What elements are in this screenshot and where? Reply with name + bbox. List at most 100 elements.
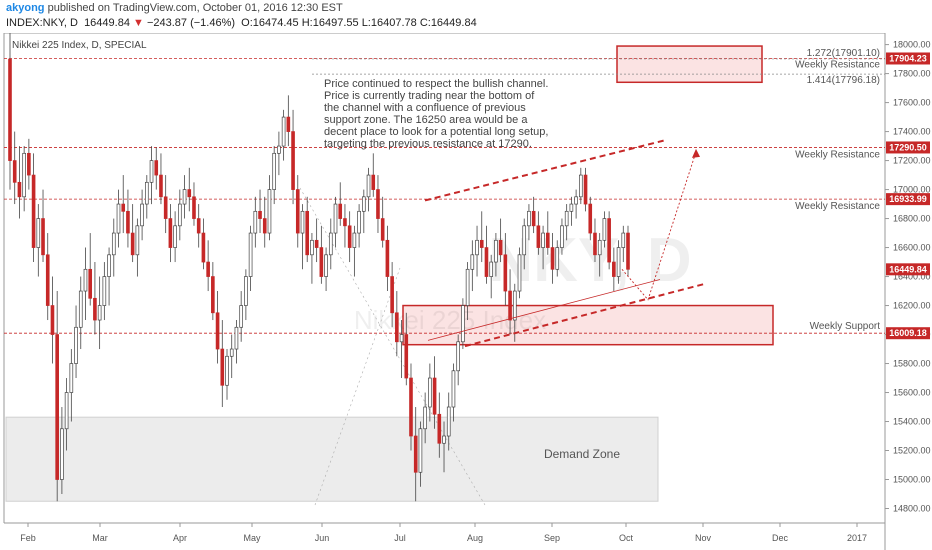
candle-body-40: [196, 218, 201, 234]
candle-body-87: [418, 428, 423, 473]
channel-upper-line: [424, 139, 666, 202]
candle-body-17: [88, 268, 93, 299]
candle-body-120: [574, 196, 578, 205]
level-lines: [4, 58, 885, 334]
candle-body-78: [376, 189, 380, 219]
candle-body-83: [399, 334, 404, 343]
channel-lower-line: [464, 282, 706, 348]
price-tag-bg-3: [886, 263, 930, 276]
candle-body-69: [333, 203, 338, 234]
candle-body-71: [343, 218, 347, 227]
y-tick-label-7: 16200.00: [893, 301, 931, 311]
candle-body-117: [560, 225, 564, 248]
price-tag-bg-4: [886, 327, 930, 340]
candle-body-25: [126, 210, 130, 234]
y-tick-label-10: 16800.00: [893, 214, 931, 224]
x-tick-label-9: Nov: [695, 533, 712, 543]
candle-body-6: [36, 218, 41, 248]
channel-inner-line: [427, 279, 661, 341]
publish-line: akyong published on TradingView.com, Oct…: [6, 2, 343, 14]
y-tick-label-14: 17600.00: [893, 98, 931, 108]
candle-body-82: [395, 312, 399, 343]
candle-body-58: [281, 116, 286, 147]
time-axis[interactable]: Feb Mar Apr May Jun Jul Aug Sep Oct Nov Dec 2017: [20, 523, 867, 543]
candle-body-50: [244, 276, 248, 306]
candle-body-118: [564, 210, 569, 227]
target-zone: [616, 45, 763, 84]
y-tick-label-12: 17200.00: [893, 156, 931, 166]
analysis-note: Price continued to respect the bullish c…: [324, 78, 552, 150]
candle-body-23: [116, 203, 121, 234]
candle-body-86: [413, 435, 418, 473]
candle-body-113: [541, 232, 545, 248]
candle-body-11: [60, 428, 64, 480]
candle-body-85: [409, 377, 413, 437]
candle-body-0: [8, 58, 12, 161]
price-tags: 17904.23 17290.50 16933.99 16449.84 16009.18: [886, 52, 930, 340]
note-line-3: the channel with a confluence of previou…: [324, 102, 526, 114]
candle-body-51: [248, 232, 253, 277]
x-tick-label-1: Mar: [92, 533, 108, 543]
candle-body-43: [211, 276, 215, 314]
candle-body-106: [508, 290, 512, 321]
chart-title: Nikkei 225 Index, D, SPECIAL: [12, 40, 147, 51]
candle-body-34: [168, 218, 173, 248]
candle-body-102: [489, 261, 494, 277]
candle-body-104: [498, 239, 503, 256]
price-tag-label-3: 16449.84: [889, 264, 927, 274]
candle-body-46: [225, 355, 229, 386]
y-tick-label-16: 18000.00: [893, 40, 931, 50]
close-value: C:16449.84: [419, 17, 477, 29]
candle-body-37: [182, 189, 187, 205]
candle-body-121: [579, 174, 583, 198]
y-tick-label-11: 17000.00: [893, 185, 931, 195]
candle-body-122: [583, 174, 588, 205]
candle-body-44: [215, 312, 220, 350]
candle-body-18: [93, 297, 97, 321]
price-tag-label-1: 17290.50: [889, 142, 927, 152]
candle-body-129: [616, 247, 621, 277]
candle-body-64: [310, 239, 314, 256]
down-arrow-icon: ▼: [133, 17, 144, 29]
candle-body-70: [338, 203, 343, 219]
note-line-2: Price is currently trading near the bott…: [324, 90, 535, 102]
candle-body-80: [385, 239, 390, 277]
y-tick-label-9: 16600.00: [893, 243, 931, 253]
candle-body-90: [432, 377, 437, 415]
candle-body-79: [380, 218, 385, 241]
y-tick-label-13: 17400.00: [893, 127, 931, 137]
candle-body-29: [144, 181, 149, 205]
candles: [8, 33, 630, 502]
candle-body-31: [154, 160, 159, 176]
price-tag-bg-2: [886, 193, 930, 206]
candle-body-60: [291, 131, 295, 190]
candle-body-9: [50, 305, 55, 335]
candle-body-38: [187, 189, 192, 198]
candle-body-26: [130, 232, 135, 256]
candle-body-84: [404, 334, 409, 379]
author-link[interactable]: akyong: [6, 2, 45, 14]
candle-body-124: [593, 232, 597, 256]
candle-body-114: [545, 232, 550, 248]
candle-body-20: [102, 276, 107, 306]
candle-body-41: [201, 232, 206, 263]
last-price: 16449.84: [84, 17, 130, 29]
price-tag-label-2: 16933.99: [889, 194, 927, 204]
price-tag-bg-0: [886, 52, 930, 65]
price-chart[interactable]: NKY, D Nikkei 225 Index Price continued …: [0, 33, 932, 550]
candle-body-67: [324, 254, 328, 277]
candle-body-123: [588, 203, 593, 234]
candle-body-126: [602, 218, 607, 241]
candle-body-55: [267, 189, 272, 234]
x-tick-label-10: Dec: [772, 533, 789, 543]
candle-body-109: [522, 225, 527, 256]
candle-body-3: [22, 152, 26, 198]
y-tick-label-5: 15800.00: [893, 359, 931, 369]
candle-body-30: [149, 160, 154, 183]
candle-body-10: [55, 334, 59, 480]
candle-body-74: [357, 210, 361, 234]
candle-body-131: [626, 232, 630, 270]
candle-body-116: [555, 247, 560, 270]
candle-body-8: [45, 254, 50, 306]
candle-body-2: [17, 181, 22, 198]
